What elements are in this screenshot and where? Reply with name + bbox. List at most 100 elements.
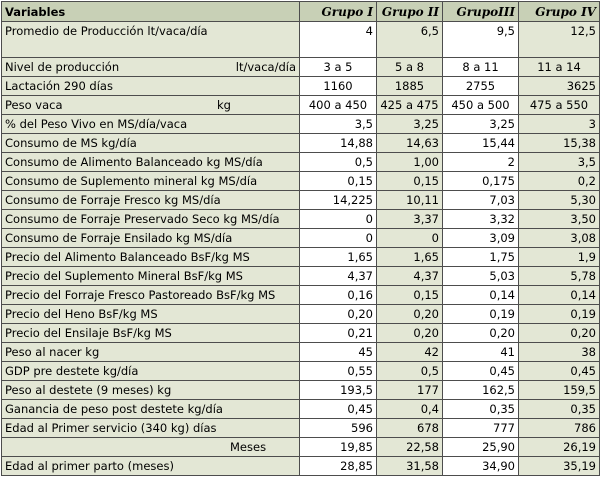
cell-grupo-1: 596 — [299, 418, 377, 438]
cell-grupo-3: 0,35 — [442, 399, 519, 419]
cell-grupo-3: 9,5 — [442, 21, 519, 58]
cell-grupo-3: 7,03 — [442, 190, 519, 210]
row-label: Precio del Alimento Balanceado BsF/kg MS — [1, 247, 300, 267]
row-label: Consumo de MS kg/día — [1, 133, 300, 153]
row-label: Edad al primer parto (meses) — [1, 456, 300, 476]
row-label: Consumo de Forraje Ensilado kg MS/día — [1, 228, 300, 248]
cell-grupo-3: 3,09 — [442, 228, 519, 248]
cell-grupo-3: 34,90 — [442, 456, 519, 476]
table-row: Peso vaca kg 400 a 450 425 a 475 450 a 5… — [1, 95, 600, 115]
cell-grupo-2: 5 a 8 — [376, 57, 443, 77]
row-label: Meses — [230, 440, 267, 454]
row-label: Ganancia de peso post destete kg/día — [1, 399, 300, 419]
cell-grupo-3: 15,44 — [442, 133, 519, 153]
row-label: Consumo de Forraje Fresco kg MS/día — [1, 190, 300, 210]
cell-grupo-2: 3,25 — [376, 114, 443, 134]
cell-grupo-3: 0,20 — [442, 323, 519, 343]
cell-grupo-3: 2 — [442, 152, 519, 172]
row-label: Consumo de Suplemento mineral kg MS/día — [1, 171, 300, 191]
table-row: Precio del Alimento Balanceado BsF/kg MS… — [1, 247, 600, 267]
cell-grupo-1: 0,20 — [299, 304, 377, 324]
table-row: Precio del Ensilaje BsF/kg MS 0,21 0,20 … — [1, 323, 600, 343]
header-grupo-4: Grupo IV — [518, 1, 600, 22]
table-row: Ganancia de peso post destete kg/día 0,4… — [1, 399, 600, 419]
cell-grupo-3: 450 a 500 — [442, 95, 519, 115]
row-label: Consumo de Alimento Balanceado kg MS/día — [1, 152, 300, 172]
cell-grupo-2: 0 — [376, 228, 443, 248]
table-row: Edad al Primer servicio (340 kg) días 59… — [1, 418, 600, 438]
cell-grupo-3: 777 — [442, 418, 519, 438]
cell-grupo-4: 11 a 14 — [518, 57, 600, 77]
row-label: Precio del Suplemento Mineral BsF/kg MS — [1, 266, 300, 286]
cell-grupo-2: 0,4 — [376, 399, 443, 419]
row-unit: lt/vaca/día — [235, 60, 296, 74]
table-row: Precio del Suplemento Mineral BsF/kg MS … — [1, 266, 600, 286]
table-row: Precio del Heno BsF/kg MS 0,20 0,20 0,19… — [1, 304, 600, 324]
cell-grupo-4: 5,78 — [518, 266, 600, 286]
cell-grupo-3: 1,75 — [442, 247, 519, 267]
row-label: Nivel de producción — [5, 60, 120, 74]
cell-grupo-4: 3,08 — [518, 228, 600, 248]
header-row: Variables Grupo I Grupo II GrupoIII Grup… — [1, 1, 600, 22]
cell-grupo-3: 3,32 — [442, 209, 519, 229]
cell-grupo-4: 0,20 — [518, 323, 600, 343]
cell-grupo-4: 1,9 — [518, 247, 600, 267]
row-unit: kg — [217, 98, 231, 112]
cell-grupo-1: 4 — [299, 21, 377, 58]
cell-grupo-4: 0,45 — [518, 361, 600, 381]
cell-grupo-2: 0,15 — [376, 285, 443, 305]
cell-grupo-2: 0,5 — [376, 361, 443, 381]
table-row: Peso al nacer kg 45 42 41 38 — [1, 342, 600, 362]
cell-grupo-1: 193,5 — [299, 380, 377, 400]
cell-grupo-4: 5,30 — [518, 190, 600, 210]
cell-grupo-2: 42 — [376, 342, 443, 362]
cell-grupo-4: 35,19 — [518, 456, 600, 476]
row-label: Precio del Heno BsF/kg MS — [1, 304, 300, 324]
header-variables: Variables — [1, 1, 300, 22]
cell-grupo-4: 3,5 — [518, 152, 600, 172]
cell-grupo-3: 25,90 — [442, 437, 519, 457]
cell-grupo-4: 0,35 — [518, 399, 600, 419]
cell-grupo-4: 475 a 550 — [518, 95, 600, 115]
table-row: Edad al primer parto (meses) 28,85 31,58… — [1, 456, 600, 476]
cell-grupo-2: 1,00 — [376, 152, 443, 172]
table-row: Promedio de Producción lt/vaca/día 4 6,5… — [1, 21, 600, 58]
cell-grupo-1: 400 a 450 — [299, 95, 377, 115]
table-row: Consumo de Alimento Balanceado kg MS/día… — [1, 152, 600, 172]
cell-grupo-2: 10,11 — [376, 190, 443, 210]
row-label: Promedio de Producción lt/vaca/día — [1, 21, 300, 58]
table-row: % del Peso Vivo en MS/día/vaca 3,5 3,25 … — [1, 114, 600, 134]
cell-grupo-4: 3,50 — [518, 209, 600, 229]
header-grupo-1: Grupo I — [299, 1, 377, 22]
cell-grupo-1: 0,15 — [299, 171, 377, 191]
table-row: Consumo de MS kg/día 14,88 14,63 15,44 1… — [1, 133, 600, 153]
cell-grupo-1: 0,45 — [299, 399, 377, 419]
cell-grupo-2: 6,5 — [376, 21, 443, 58]
header-grupo-3: GrupoIII — [442, 1, 519, 22]
cell-grupo-1: 14,225 — [299, 190, 377, 210]
row-label-cell: Meses — [1, 437, 300, 457]
row-label: Precio del Forraje Fresco Pastoreado BsF… — [1, 285, 300, 305]
cell-grupo-4: 0,2 — [518, 171, 600, 191]
row-label-split: Nivel de producción lt/vaca/día — [1, 57, 300, 77]
cell-grupo-1: 14,88 — [299, 133, 377, 153]
cell-grupo-4: 3 — [518, 114, 600, 134]
table-row: Meses 19,85 22,58 25,90 26,19 — [1, 437, 600, 457]
cell-grupo-3: 8 a 11 — [442, 57, 519, 77]
table-row: Precio del Forraje Fresco Pastoreado BsF… — [1, 285, 600, 305]
cell-grupo-1: 19,85 — [299, 437, 377, 457]
cell-grupo-4: 786 — [518, 418, 600, 438]
cell-grupo-2: 14,63 — [376, 133, 443, 153]
cell-grupo-4: 12,5 — [518, 21, 600, 58]
production-groups-table: Variables Grupo I Grupo II GrupoIII Grup… — [1, 1, 600, 476]
table-row: Consumo de Suplemento mineral kg MS/día … — [1, 171, 600, 191]
table-row: Peso al destete (9 meses) kg 193,5 177 1… — [1, 380, 600, 400]
row-label-split: Peso vaca kg — [1, 95, 300, 115]
table-row: Lactación 290 días 1160 1885 2755 3625 — [1, 76, 600, 96]
table-row: GDP pre destete kg/día 0,55 0,5 0,45 0,4… — [1, 361, 600, 381]
cell-grupo-4: 0,14 — [518, 285, 600, 305]
cell-grupo-1: 0 — [299, 209, 377, 229]
cell-grupo-1: 45 — [299, 342, 377, 362]
cell-grupo-2: 0,20 — [376, 304, 443, 324]
